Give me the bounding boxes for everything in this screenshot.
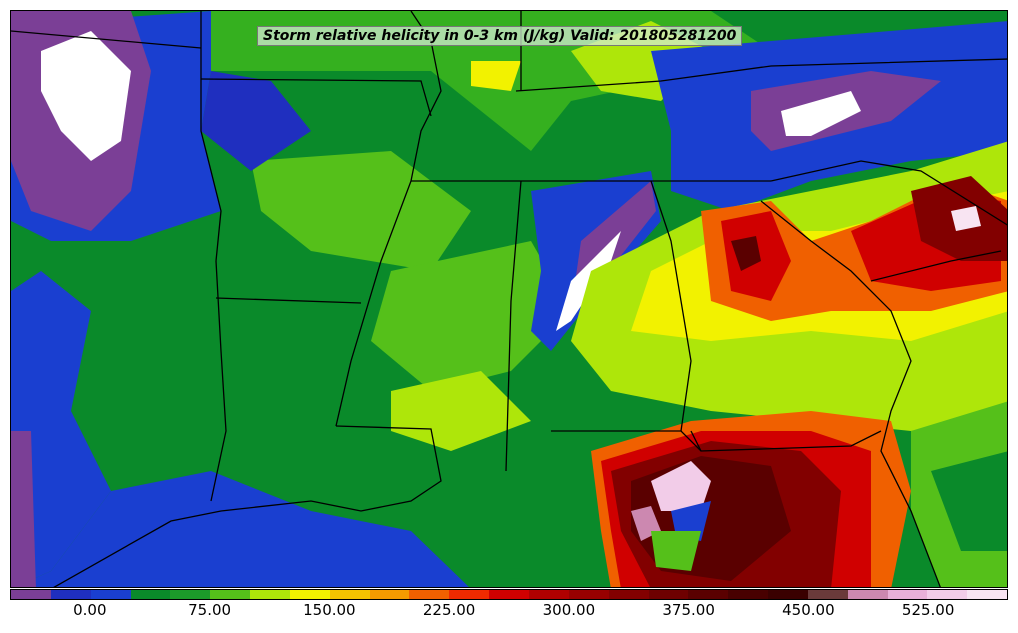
colorbar (10, 589, 1008, 600)
colorbar-swatch (369, 590, 410, 599)
colorbar-swatch (688, 590, 729, 599)
colorbar-tick-label: 450.00 (782, 601, 835, 619)
colorbar-tick-label: 150.00 (303, 601, 356, 619)
colorbar-swatch (250, 590, 290, 599)
colorbar-swatch (90, 590, 131, 599)
colorbar-swatch (409, 590, 450, 599)
colorbar-swatch (728, 590, 769, 599)
helicity-field-map (11, 11, 1007, 587)
colorbar-swatch (449, 590, 490, 599)
colorbar-tick-label: 525.00 (901, 601, 955, 619)
colorbar-swatch (130, 590, 171, 599)
colorbar-swatch (50, 590, 91, 599)
colorbar-swatch (170, 590, 211, 599)
colorbar-swatch (768, 590, 808, 599)
colorbar-swatch (568, 590, 609, 599)
colorbar-ticks: 0.00 75.00 150.00 225.00 300.00 375.00 450.00 5… (10, 601, 1008, 631)
colorbar-tick-label: 75.00 (188, 601, 232, 619)
colorbar-tick-label: 225.00 (422, 601, 476, 619)
colorbar-tick-label: 0.00 (73, 601, 107, 619)
colorbar-swatch (847, 590, 888, 599)
colorbar-swatch (289, 590, 330, 599)
map-title: Storm relative helicity in 0-3 km (J/kg)… (257, 26, 743, 46)
colorbar-tick-label: 375.00 (662, 601, 715, 619)
colorbar-swatch (329, 590, 370, 599)
colorbar-swatch (927, 590, 968, 599)
colorbar-swatch (210, 590, 251, 599)
colorbar-swatch (11, 590, 51, 599)
colorbar-swatch (648, 590, 689, 599)
colorbar-swatch (489, 590, 529, 599)
colorbar-swatch (887, 590, 928, 599)
colorbar-swatch (528, 590, 569, 599)
colorbar-swatch (608, 590, 649, 599)
colorbar-swatch (967, 590, 1008, 599)
colorbar-tick-label: 300.00 (542, 601, 596, 619)
map-panel: Storm relative helicity in 0-3 km (J/kg)… (10, 10, 1008, 588)
colorbar-swatch (807, 590, 848, 599)
